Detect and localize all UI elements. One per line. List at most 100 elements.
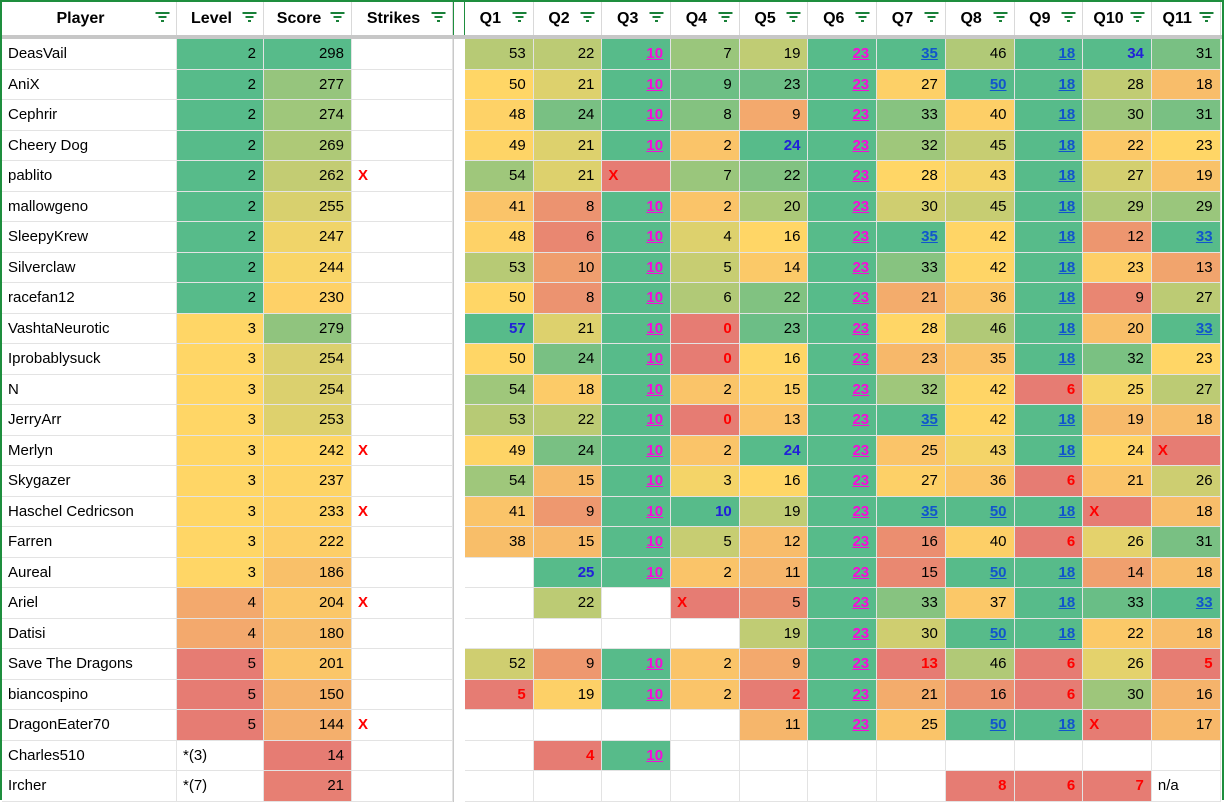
quiz-cell-q3-link[interactable]: 10 [602, 130, 672, 161]
column-header-q9[interactable]: Q9 [1014, 2, 1084, 35]
column-header-q1[interactable]: Q1 [465, 2, 534, 35]
column-header-level[interactable]: Level [177, 2, 264, 35]
column-header-q6[interactable]: Q6 [808, 2, 878, 35]
column-header-q10[interactable]: Q10 [1083, 2, 1152, 35]
quiz-cell-q3-link[interactable]: 10 [602, 679, 672, 710]
filter-icon[interactable] [992, 10, 1009, 28]
quiz-cell-q3-link[interactable]: 10 [602, 283, 672, 314]
quiz-cell-q6-link[interactable]: 23 [808, 435, 878, 466]
column-header-q8[interactable]: Q8 [945, 2, 1015, 35]
quiz-cell-q3-link[interactable]: 10 [602, 344, 672, 375]
column-header-q11[interactable]: Q11 [1151, 2, 1221, 35]
quiz-cell-q6-link[interactable]: 23 [808, 588, 878, 619]
quiz-cell-q3-link[interactable]: 10 [602, 252, 672, 283]
quiz-cell-q9-link[interactable]: 18 [1014, 588, 1084, 619]
quiz-cell-q6-link[interactable]: 23 [808, 191, 878, 222]
filter-icon[interactable] [1060, 10, 1077, 28]
quiz-cell-q3-link[interactable]: 10 [602, 191, 672, 222]
quiz-cell-q9-link[interactable]: 18 [1014, 496, 1084, 527]
quiz-cell-q8-link[interactable]: 50 [945, 69, 1015, 100]
quiz-cell-q6-link[interactable]: 23 [808, 557, 878, 588]
quiz-cell-q6-link[interactable]: 23 [808, 466, 878, 497]
quiz-cell-q3-link[interactable]: 10 [602, 527, 672, 558]
column-header-player[interactable]: Player [2, 2, 177, 35]
quiz-cell-q9-link[interactable]: 18 [1014, 710, 1084, 741]
quiz-cell-q9-link[interactable]: 18 [1014, 618, 1084, 649]
quiz-cell-q9-link[interactable]: 18 [1014, 161, 1084, 192]
quiz-cell-q3-link[interactable]: 10 [602, 374, 672, 405]
filter-icon[interactable] [923, 10, 940, 28]
quiz-cell-q3-link[interactable]: 10 [602, 313, 672, 344]
quiz-cell-q3-link[interactable]: 10 [602, 496, 672, 527]
quiz-cell-q6-link[interactable]: 23 [808, 496, 878, 527]
quiz-cell-q11-link[interactable]: 33 [1151, 313, 1221, 344]
quiz-cell-q9-link[interactable]: 18 [1014, 222, 1084, 253]
column-header-q3[interactable]: Q3 [602, 2, 672, 35]
filter-icon[interactable] [154, 10, 171, 28]
column-header-q7[interactable]: Q7 [877, 2, 946, 35]
quiz-cell-q3-link[interactable]: 10 [602, 649, 672, 680]
quiz-cell-q6-link[interactable]: 23 [808, 679, 878, 710]
quiz-cell-q6-link[interactable]: 23 [808, 313, 878, 344]
quiz-cell-q3-link[interactable]: 10 [602, 740, 672, 771]
column-header-q5[interactable]: Q5 [739, 2, 809, 35]
filter-icon[interactable] [241, 10, 258, 28]
filter-icon[interactable] [430, 10, 447, 28]
quiz-cell-q6-link[interactable]: 23 [808, 283, 878, 314]
quiz-cell-q6-link[interactable]: 23 [808, 344, 878, 375]
quiz-cell-q6-link[interactable]: 23 [808, 39, 878, 70]
filter-icon[interactable] [1129, 10, 1146, 28]
column-header-q2[interactable]: Q2 [533, 2, 603, 35]
filter-icon[interactable] [717, 10, 734, 28]
quiz-cell-q8-link[interactable]: 50 [945, 496, 1015, 527]
quiz-cell-q11-link[interactable]: 33 [1151, 222, 1221, 253]
quiz-cell-q6-link[interactable]: 23 [808, 710, 878, 741]
quiz-cell-q9-link[interactable]: 18 [1014, 313, 1084, 344]
column-header-q4[interactable]: Q4 [671, 2, 740, 35]
quiz-cell-q9-link[interactable]: 18 [1014, 69, 1084, 100]
quiz-cell-q6-link[interactable]: 23 [808, 69, 878, 100]
quiz-cell-q9-link[interactable]: 18 [1014, 100, 1084, 131]
quiz-cell-q6-link[interactable]: 23 [808, 618, 878, 649]
quiz-cell-q11-link[interactable]: 33 [1151, 588, 1221, 619]
column-header-strikes[interactable]: Strikes [352, 2, 453, 35]
filter-icon[interactable] [579, 10, 596, 28]
filter-icon[interactable] [785, 10, 802, 28]
filter-icon[interactable] [648, 10, 665, 28]
quiz-cell-q9-link[interactable]: 18 [1014, 344, 1084, 375]
quiz-cell-q6-link[interactable]: 23 [808, 100, 878, 131]
column-header-score[interactable]: Score [264, 2, 352, 35]
quiz-cell-q7-link[interactable]: 35 [877, 39, 946, 70]
quiz-cell-q6-link[interactable]: 23 [808, 405, 878, 436]
quiz-cell-q7-link[interactable]: 35 [877, 222, 946, 253]
quiz-cell-q8-link[interactable]: 50 [945, 710, 1015, 741]
quiz-cell-q3-link[interactable]: 10 [602, 405, 672, 436]
filter-icon[interactable] [511, 10, 528, 28]
quiz-cell-q3-link[interactable]: 10 [602, 435, 672, 466]
quiz-cell-q9-link[interactable]: 18 [1014, 191, 1084, 222]
quiz-cell-q9-link[interactable]: 18 [1014, 130, 1084, 161]
quiz-cell-q3-link[interactable]: 10 [602, 100, 672, 131]
quiz-cell-q6-link[interactable]: 23 [808, 374, 878, 405]
quiz-cell-q8-link[interactable]: 50 [945, 618, 1015, 649]
quiz-cell-q9-link[interactable]: 18 [1014, 252, 1084, 283]
quiz-cell-q9-link[interactable]: 18 [1014, 283, 1084, 314]
filter-icon[interactable] [854, 10, 871, 28]
filter-icon[interactable] [1198, 10, 1215, 28]
quiz-cell-q3-link[interactable]: 10 [602, 557, 672, 588]
quiz-cell-q7-link[interactable]: 35 [877, 496, 946, 527]
quiz-cell-q6-link[interactable]: 23 [808, 130, 878, 161]
quiz-cell-q6-link[interactable]: 23 [808, 252, 878, 283]
quiz-cell-q8-link[interactable]: 50 [945, 557, 1015, 588]
quiz-cell-q9-link[interactable]: 18 [1014, 557, 1084, 588]
quiz-cell-q9-link[interactable]: 18 [1014, 405, 1084, 436]
filter-icon[interactable] [329, 10, 346, 28]
quiz-cell-q9-link[interactable]: 18 [1014, 435, 1084, 466]
quiz-cell-q6-link[interactable]: 23 [808, 161, 878, 192]
quiz-cell-q3-link[interactable]: 10 [602, 69, 672, 100]
quiz-cell-q6-link[interactable]: 23 [808, 649, 878, 680]
quiz-cell-q9-link[interactable]: 18 [1014, 39, 1084, 70]
quiz-cell-q7-link[interactable]: 35 [877, 405, 946, 436]
quiz-cell-q3-link[interactable]: 10 [602, 39, 672, 70]
quiz-cell-q3-link[interactable]: 10 [602, 466, 672, 497]
